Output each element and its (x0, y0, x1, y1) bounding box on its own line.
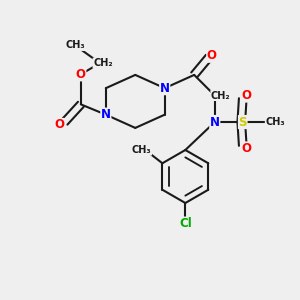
Text: O: O (54, 118, 64, 131)
Text: Cl: Cl (179, 217, 192, 230)
Text: O: O (241, 142, 251, 155)
Text: CH₃: CH₃ (65, 40, 85, 50)
Text: N: N (160, 82, 170, 95)
Text: N: N (210, 116, 220, 128)
Text: CH₃: CH₃ (132, 145, 152, 155)
Text: N: N (101, 108, 111, 121)
Text: O: O (241, 89, 251, 102)
Text: CH₂: CH₂ (93, 58, 113, 68)
Text: CH₃: CH₃ (265, 117, 285, 127)
Text: S: S (238, 116, 247, 128)
Text: CH₂: CH₂ (211, 91, 230, 100)
Text: O: O (76, 68, 86, 81)
Text: O: O (207, 49, 217, 62)
